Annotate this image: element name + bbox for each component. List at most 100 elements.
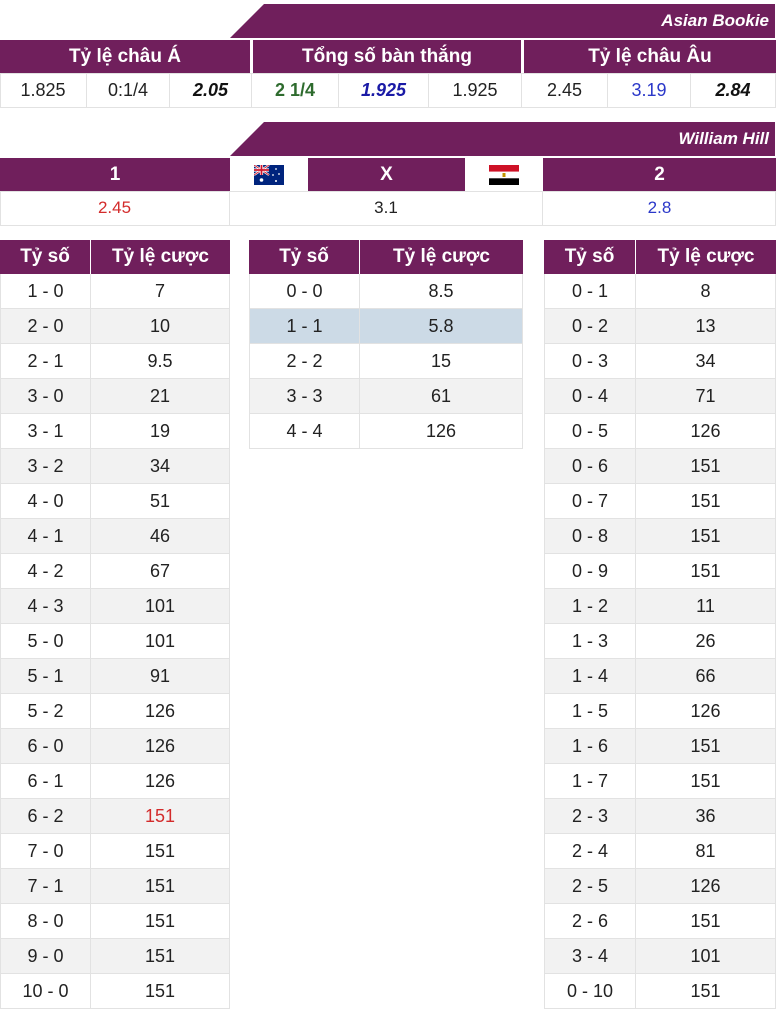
odds-cell: 51 (149, 490, 171, 511)
euro-away-odds: 2.84 (691, 73, 776, 108)
odds-cell: 151 (690, 490, 721, 511)
table-row: 1 - 3 26 (544, 624, 776, 659)
score-cell: 3 - 2 (1, 449, 91, 483)
score-cell: 2 - 4 (545, 834, 636, 868)
table-row: 4 - 1 46 (0, 519, 230, 554)
wh-home-odds: 2.45 (0, 191, 230, 226)
score-cell: 0 - 7 (545, 484, 636, 518)
total-over-odds: 1.925 (339, 73, 429, 108)
table-row: 4 - 2 67 (0, 554, 230, 589)
score-cell: 1 - 0 (1, 274, 91, 308)
score-column-header: Tỷ số (249, 240, 360, 274)
table-row: 0 - 8 151 (544, 519, 776, 554)
table-row: 5 - 1 91 (0, 659, 230, 694)
table-row: 8 - 0 151 (0, 904, 230, 939)
table-row: 0 - 0 8.5 (249, 274, 523, 309)
table-row: 1 - 6 151 (544, 729, 776, 764)
australia-flag-icon (230, 158, 308, 191)
table-row: 4 - 3 101 (0, 589, 230, 624)
table-row: 0 - 1 8 (544, 274, 776, 309)
score-cell: 2 - 5 (545, 869, 636, 903)
score-cell: 4 - 3 (1, 589, 91, 623)
odds-cell: 126 (690, 700, 721, 721)
table-row: 2 - 4 81 (544, 834, 776, 869)
odds-cell: 81 (695, 840, 716, 861)
score-cell: 4 - 0 (1, 484, 91, 518)
score-cell: 0 - 1 (545, 274, 636, 308)
odds-cell: 151 (144, 875, 176, 896)
odds-cell: 71 (695, 385, 716, 406)
score-cell: 0 - 2 (545, 309, 636, 343)
odds-cell: 8.5 (428, 280, 454, 301)
score-cell: 3 - 0 (1, 379, 91, 413)
table-row: 5 - 2 126 (0, 694, 230, 729)
odds-cell: 34 (149, 455, 171, 476)
score-cell: 2 - 0 (1, 309, 91, 343)
score-cell: 1 - 4 (545, 659, 636, 693)
score-column-header: Tỷ số (544, 240, 636, 274)
score-cell: 5 - 1 (1, 659, 91, 693)
table-row: 4 - 4 126 (249, 414, 523, 449)
odds-cell: 15 (430, 350, 452, 371)
euro-home-odds: 2.45 (522, 73, 608, 108)
odds-cell: 10 (149, 315, 171, 336)
wh-draw-odds: 3.1 (230, 191, 543, 226)
odds-cell: 126 (690, 875, 721, 896)
total-goals-header: Tổng số bàn thắng (253, 40, 521, 73)
table-row: 7 - 1 151 (0, 869, 230, 904)
european-odds-header: Tỷ lệ châu Âu (524, 40, 776, 73)
euro-draw-odds: 3.19 (608, 73, 691, 108)
score-cell: 2 - 2 (250, 344, 360, 378)
odds-cell: 67 (149, 560, 171, 581)
odds-cell: 5.8 (428, 315, 454, 336)
odds-cell: 66 (695, 665, 716, 686)
odds-cell: 151 (144, 945, 176, 966)
table-row: 3 - 1 19 (0, 414, 230, 449)
table-row: 6 - 0 126 (0, 729, 230, 764)
odds-cell: 151 (690, 770, 721, 791)
william-hill-banner: William Hill (230, 122, 775, 156)
score-cell: 2 - 1 (1, 344, 91, 378)
total-under-odds: 1.925 (429, 73, 522, 108)
score-cell: 0 - 8 (545, 519, 636, 553)
odds-cell: 151 (690, 525, 721, 546)
table-row: 1 - 2 11 (544, 589, 776, 624)
odds-cell: 126 (144, 700, 176, 721)
table-row: 4 - 0 51 (0, 484, 230, 519)
table-row: 6 - 1 126 (0, 764, 230, 799)
odds-cell: 151 (144, 805, 176, 826)
odds-cell: 13 (695, 315, 716, 336)
odds-column-header: Tỷ lệ cược (91, 240, 230, 274)
table-row: 0 - 6 151 (544, 449, 776, 484)
asian-bookie-title: Asian Bookie (661, 11, 769, 30)
score-cell: 3 - 1 (1, 414, 91, 448)
odds-cell: 151 (690, 910, 721, 931)
wh-away-odds: 2.8 (543, 191, 776, 226)
asian-handicap-header: Tỷ lệ châu Á (0, 40, 250, 73)
score-cell: 0 - 10 (545, 974, 636, 1008)
odds-cell: 151 (144, 980, 176, 1001)
score-cell: 6 - 2 (1, 799, 91, 833)
table-row: 0 - 10 151 (544, 974, 776, 1009)
odds-cell: 151 (144, 910, 176, 931)
score-cell: 6 - 1 (1, 764, 91, 798)
odds-cell: 36 (695, 805, 716, 826)
score-cell: 0 - 0 (250, 274, 360, 308)
odds-cell: 7 (154, 280, 165, 301)
asian-away-odds: 2.05 (170, 73, 252, 108)
home-win-header: 1 (0, 158, 230, 191)
odds-cell: 8 (700, 280, 711, 301)
score-column-header: Tỷ số (0, 240, 91, 274)
odds-cell: 34 (695, 350, 716, 371)
table-row: 1 - 1 5.8 (249, 309, 523, 344)
score-cell: 6 - 0 (1, 729, 91, 763)
odds-cell: 151 (690, 980, 721, 1001)
table-row: 2 - 1 9.5 (0, 344, 230, 379)
odds-cell: 126 (144, 735, 176, 756)
odds-cell: 126 (144, 770, 176, 791)
egypt-flag-icon (465, 158, 543, 191)
asian-handicap-line: 0:1/4 (87, 73, 170, 108)
table-row: 2 - 3 36 (544, 799, 776, 834)
odds-cell: 151 (690, 560, 721, 581)
odds-cell: 9.5 (147, 350, 173, 371)
